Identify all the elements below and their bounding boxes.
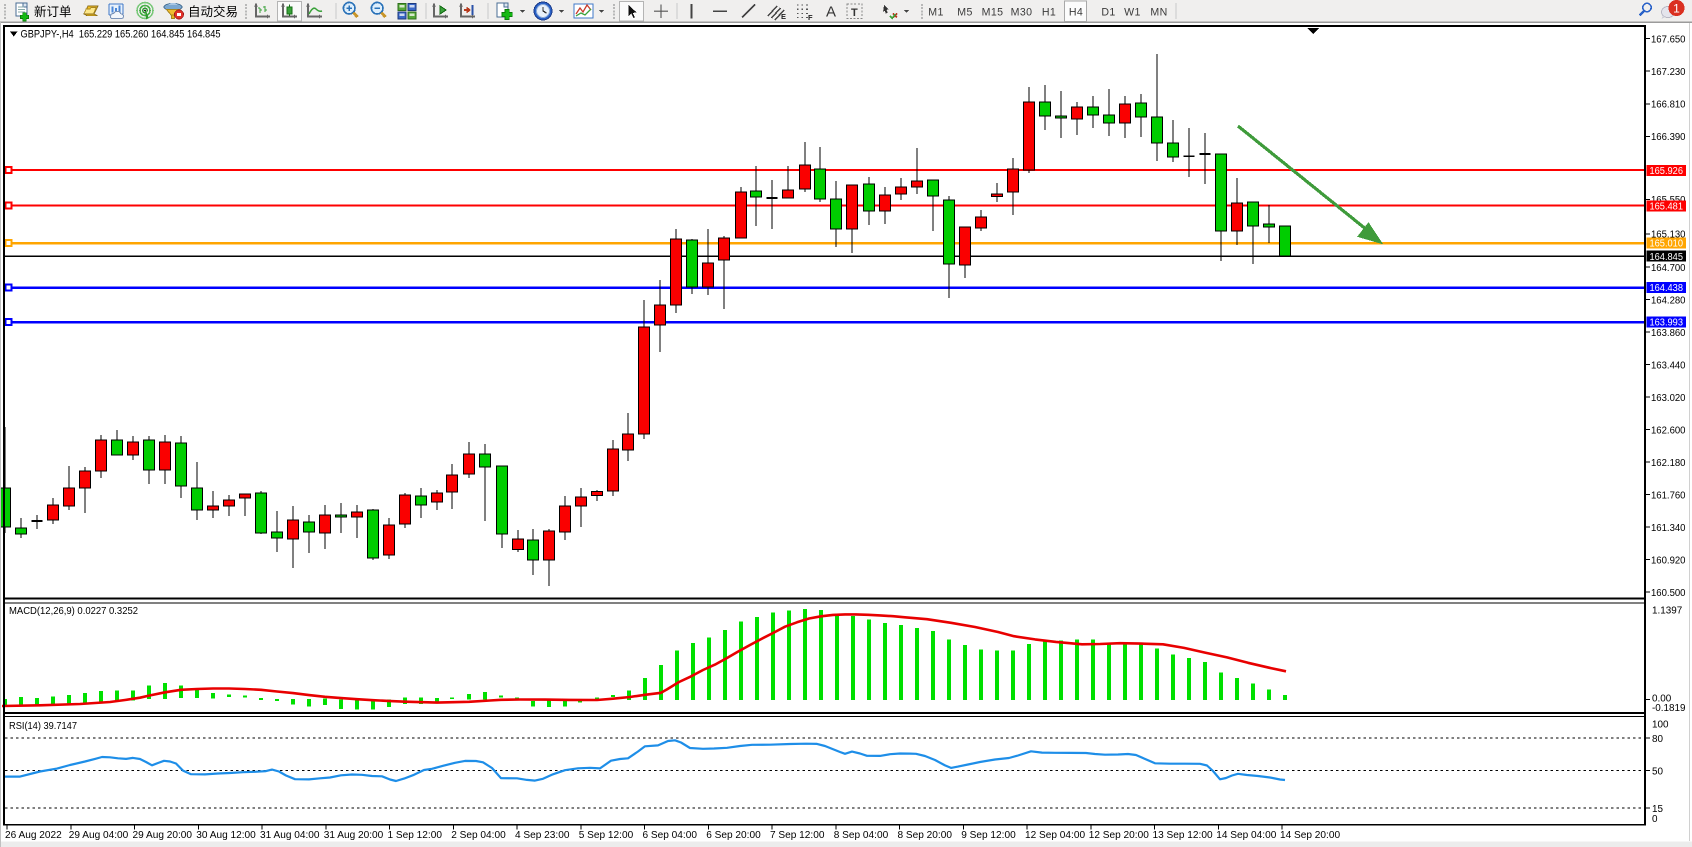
svg-text:165.550: 165.550 xyxy=(1651,195,1686,206)
svg-text:164.280: 164.280 xyxy=(1651,295,1686,306)
svg-text:1 Sep 12:00: 1 Sep 12:00 xyxy=(388,830,443,841)
svg-text:H1: H1 xyxy=(1042,7,1056,19)
svg-text:A: A xyxy=(826,4,836,21)
svg-text:163.860: 163.860 xyxy=(1651,328,1686,339)
svg-text:30 Aug 12:00: 30 Aug 12:00 xyxy=(196,830,256,841)
svg-text:165.130: 165.130 xyxy=(1651,229,1686,240)
svg-text:6 Sep 20:00: 6 Sep 20:00 xyxy=(706,830,761,841)
svg-text:自动交易: 自动交易 xyxy=(188,4,238,19)
svg-text:8 Sep 20:00: 8 Sep 20:00 xyxy=(898,830,953,841)
svg-text:M30: M30 xyxy=(1011,7,1033,19)
svg-text:167.650: 167.650 xyxy=(1651,34,1686,45)
svg-text:M5: M5 xyxy=(957,7,973,19)
svg-text:T: T xyxy=(851,7,858,19)
svg-text:9 Sep 12:00: 9 Sep 12:00 xyxy=(961,830,1016,841)
svg-text:164.845: 164.845 xyxy=(1650,252,1684,263)
svg-text:50: 50 xyxy=(1652,767,1663,778)
svg-text:0.00: 0.00 xyxy=(1652,694,1672,705)
svg-text:165.010: 165.010 xyxy=(1650,239,1684,250)
svg-text:164.700: 164.700 xyxy=(1651,263,1686,274)
svg-text:12 Sep 04:00: 12 Sep 04:00 xyxy=(1025,830,1085,841)
svg-text:163.020: 163.020 xyxy=(1651,393,1686,404)
svg-text:166.390: 166.390 xyxy=(1651,132,1686,143)
svg-text:165.481: 165.481 xyxy=(1650,202,1684,213)
svg-text:163.993: 163.993 xyxy=(1650,317,1684,328)
svg-text:F: F xyxy=(808,13,813,22)
svg-text:26 Aug 2022: 26 Aug 2022 xyxy=(5,830,62,841)
svg-text:RSI(14) 39.7147: RSI(14) 39.7147 xyxy=(9,721,77,732)
svg-text:GBPJPY-,H4 165.229 165.260 16: GBPJPY-,H4 165.229 165.260 164.845 164.8… xyxy=(21,29,221,41)
svg-text:7 Sep 12:00: 7 Sep 12:00 xyxy=(770,830,825,841)
svg-text:2 Sep 04:00: 2 Sep 04:00 xyxy=(451,830,506,841)
svg-text:5 Sep 12:00: 5 Sep 12:00 xyxy=(579,830,634,841)
svg-text:MACD(12,26,9) 0.0227 0.3252: MACD(12,26,9) 0.0227 0.3252 xyxy=(9,606,138,617)
svg-text:167.230: 167.230 xyxy=(1651,67,1686,78)
svg-text:164.438: 164.438 xyxy=(1650,283,1684,294)
svg-text:100: 100 xyxy=(1652,720,1669,731)
svg-text:15: 15 xyxy=(1652,804,1663,815)
svg-text:13 Sep 12:00: 13 Sep 12:00 xyxy=(1153,830,1213,841)
svg-text:12 Sep 20:00: 12 Sep 20:00 xyxy=(1089,830,1149,841)
svg-text:31 Aug 20:00: 31 Aug 20:00 xyxy=(324,830,384,841)
svg-text:M1: M1 xyxy=(928,7,944,19)
svg-text:MN: MN xyxy=(1150,7,1167,19)
svg-text:D1: D1 xyxy=(1101,7,1115,19)
svg-text:H4: H4 xyxy=(1069,7,1083,19)
svg-text:W1: W1 xyxy=(1124,7,1141,19)
svg-text:新订单: 新订单 xyxy=(34,4,72,19)
svg-text:1: 1 xyxy=(1673,1,1680,15)
svg-text:E: E xyxy=(781,12,786,21)
svg-text:6 Sep 04:00: 6 Sep 04:00 xyxy=(643,830,698,841)
svg-text:0: 0 xyxy=(1652,814,1658,825)
svg-text:4 Sep 23:00: 4 Sep 23:00 xyxy=(515,830,570,841)
svg-text:166.810: 166.810 xyxy=(1651,99,1686,110)
svg-text:8 Sep 04:00: 8 Sep 04:00 xyxy=(834,830,889,841)
svg-text:160.500: 160.500 xyxy=(1651,588,1686,599)
svg-text:161.760: 161.760 xyxy=(1651,490,1686,501)
svg-text:14 Sep 04:00: 14 Sep 04:00 xyxy=(1216,830,1276,841)
svg-text:29 Aug 04:00: 29 Aug 04:00 xyxy=(69,830,129,841)
svg-text:80: 80 xyxy=(1652,734,1663,745)
svg-text:29 Aug 20:00: 29 Aug 20:00 xyxy=(133,830,193,841)
svg-text:14 Sep 20:00: 14 Sep 20:00 xyxy=(1280,830,1340,841)
svg-text:31 Aug 04:00: 31 Aug 04:00 xyxy=(260,830,320,841)
svg-text:160.920: 160.920 xyxy=(1651,555,1686,566)
svg-text:161.340: 161.340 xyxy=(1651,523,1686,534)
svg-text:-0.1819: -0.1819 xyxy=(1652,703,1686,714)
svg-text:162.600: 162.600 xyxy=(1651,425,1686,436)
svg-text:162.180: 162.180 xyxy=(1651,458,1686,469)
svg-text:163.440: 163.440 xyxy=(1651,360,1686,371)
svg-text:1.1397: 1.1397 xyxy=(1652,606,1682,617)
svg-text:M15: M15 xyxy=(982,7,1004,19)
svg-text:165.926: 165.926 xyxy=(1650,166,1684,177)
